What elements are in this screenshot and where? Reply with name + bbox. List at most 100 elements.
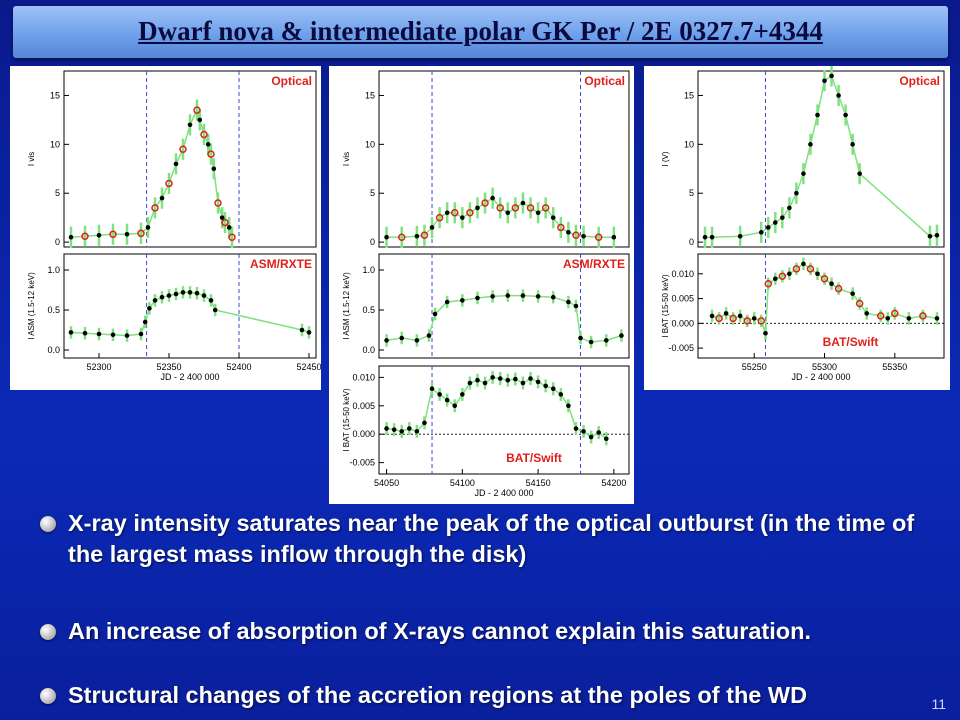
data-point-red bbox=[557, 223, 565, 232]
y-axis-label: I ASM (1.5-12 keV) bbox=[27, 272, 36, 340]
data-point bbox=[758, 230, 764, 235]
y-tick-label: 0.010 bbox=[352, 372, 375, 382]
x-tick-label: 55300 bbox=[812, 362, 837, 372]
y-tick-label: 0.000 bbox=[352, 429, 375, 439]
data-point-red bbox=[876, 312, 885, 320]
y-tick-label: 10 bbox=[365, 139, 375, 149]
data-point bbox=[566, 299, 571, 305]
data-point-red bbox=[435, 213, 444, 222]
data-point bbox=[528, 376, 533, 381]
x-tick-label: 55350 bbox=[882, 362, 907, 372]
y-tick-label: 5 bbox=[370, 188, 375, 198]
data-point bbox=[68, 234, 74, 240]
y-tick-label: -0.005 bbox=[349, 458, 375, 468]
y-tick-label: 10 bbox=[50, 139, 60, 149]
data-point bbox=[211, 166, 217, 172]
panel-label: ASM/RXTE bbox=[563, 257, 625, 271]
data-point-red bbox=[743, 317, 751, 325]
data-point-red bbox=[193, 106, 201, 114]
data-point-red bbox=[891, 309, 899, 318]
data-point bbox=[166, 293, 172, 298]
x-tick-label: 52450 bbox=[296, 362, 321, 372]
data-point-red bbox=[81, 232, 89, 240]
series-line bbox=[386, 197, 614, 238]
data-point bbox=[773, 276, 778, 282]
data-point bbox=[414, 429, 420, 434]
bullet-text: X-ray intensity saturates near the peak … bbox=[68, 510, 915, 567]
data-point-red bbox=[526, 204, 535, 212]
data-point-red bbox=[855, 299, 864, 308]
x-tick-label: 52400 bbox=[226, 362, 251, 372]
data-point bbox=[173, 291, 179, 297]
data-point bbox=[815, 112, 820, 118]
y-tick-label: 10 bbox=[684, 139, 694, 149]
data-point-red bbox=[778, 272, 787, 281]
data-point bbox=[414, 233, 420, 239]
data-point bbox=[927, 233, 933, 239]
data-point bbox=[857, 171, 862, 176]
data-point bbox=[110, 332, 116, 338]
y-tick-label: 1.0 bbox=[362, 265, 375, 275]
panel-label: BAT/Swift bbox=[506, 451, 562, 465]
data-point bbox=[558, 392, 564, 397]
data-point bbox=[460, 392, 465, 397]
slide-title: Dwarf nova & intermediate polar GK Per /… bbox=[138, 16, 823, 46]
plot-frame bbox=[378, 365, 630, 475]
chart-panel-3: 0 5 10 15 I (V) Optical -0.005 0.000 0.005 0.010 I… bbox=[644, 66, 950, 390]
data-point bbox=[808, 142, 813, 147]
data-point bbox=[723, 311, 729, 316]
data-point-red bbox=[820, 275, 829, 283]
x-axis-label: JD - 2 400 000 bbox=[791, 372, 850, 382]
data-point bbox=[596, 430, 601, 435]
data-point bbox=[212, 307, 218, 313]
bullet-text: Structural changes of the accretion regi… bbox=[68, 682, 808, 708]
x-tick-label: 52350 bbox=[156, 362, 181, 372]
data-point-red bbox=[806, 265, 815, 273]
data-point bbox=[432, 311, 438, 317]
data-point bbox=[384, 426, 389, 431]
data-point bbox=[208, 298, 214, 303]
data-point bbox=[836, 93, 841, 98]
x-tick-label: 54150 bbox=[526, 478, 551, 488]
y-tick-label: 1.0 bbox=[47, 265, 60, 275]
data-point bbox=[399, 335, 405, 341]
data-point-red bbox=[451, 209, 459, 217]
series-line bbox=[386, 294, 622, 343]
data-point bbox=[934, 232, 940, 238]
data-point-red bbox=[757, 317, 766, 325]
data-point-red bbox=[481, 199, 489, 207]
y-tick-label: 5 bbox=[689, 188, 694, 198]
y-axis-label: I vis bbox=[27, 152, 36, 166]
data-point-red bbox=[715, 314, 723, 323]
data-point bbox=[187, 290, 193, 295]
y-tick-label: 0.5 bbox=[362, 305, 375, 315]
bullet-icon bbox=[40, 624, 56, 640]
data-point bbox=[906, 316, 912, 321]
plot-frame bbox=[378, 253, 630, 359]
chart-1-svg: 0 5 10 15 I vis Optical 0.0 0.5 1.0 I ASM (1.5-12… bbox=[27, 70, 321, 382]
data-point bbox=[226, 225, 232, 230]
data-point bbox=[822, 78, 827, 84]
data-point-red bbox=[228, 233, 236, 241]
bullet-item: Structural changes of the accretion regi… bbox=[40, 680, 807, 711]
data-point bbox=[159, 195, 165, 201]
data-point bbox=[159, 294, 165, 300]
data-point bbox=[794, 190, 799, 196]
data-point bbox=[414, 338, 420, 343]
data-point-red bbox=[792, 265, 801, 273]
data-point bbox=[205, 142, 211, 147]
bullet-item: An increase of absorption of X-rays cann… bbox=[40, 616, 811, 647]
data-point bbox=[566, 230, 571, 235]
data-point bbox=[124, 231, 130, 237]
series-line bbox=[70, 291, 310, 337]
data-point bbox=[444, 299, 450, 305]
data-point bbox=[437, 392, 442, 397]
data-point bbox=[543, 383, 548, 389]
data-point bbox=[306, 330, 312, 335]
y-tick-label: 0.010 bbox=[671, 269, 694, 279]
data-point bbox=[194, 290, 200, 296]
data-point bbox=[535, 294, 541, 299]
data-point bbox=[187, 122, 193, 128]
data-point bbox=[573, 426, 579, 431]
data-point-red bbox=[397, 233, 406, 241]
